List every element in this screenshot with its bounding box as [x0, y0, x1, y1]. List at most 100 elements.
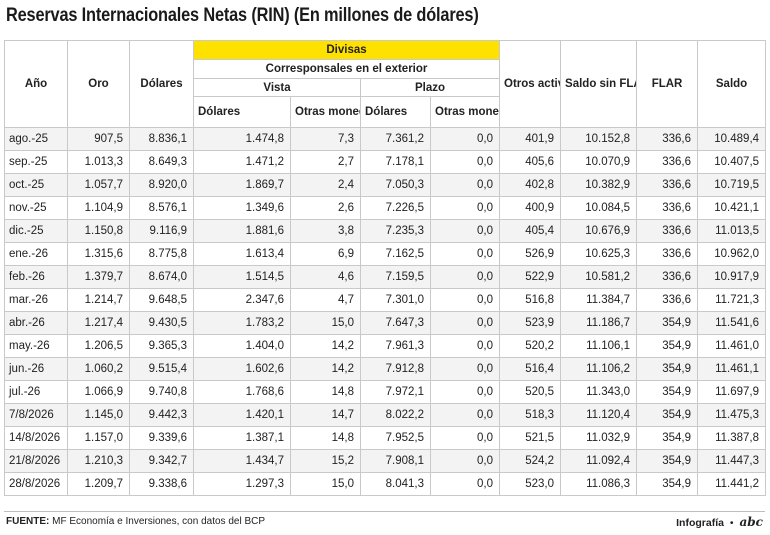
cell-vista-otras-monedas: 4,7 — [290, 288, 361, 312]
table-row: feb.-26 1.379,7 8.674,0 1.514,5 4,6 7.159,5 0,… — [4, 265, 767, 289]
header-oro: Oro — [67, 40, 130, 128]
cell-saldo: 11.387,8 — [697, 426, 767, 450]
cell-otros-activos: 526,9 — [499, 242, 562, 266]
cell-oro: 1.209,7 — [67, 472, 130, 496]
cell-saldo: 11.475,3 — [697, 403, 767, 427]
cell-plazo-otras-monedas: 0,0 — [429, 426, 501, 450]
cell-plazo-dolares: 7.050,3 — [360, 173, 431, 197]
cell-saldo-sin-flar: 10.070,9 — [560, 150, 638, 174]
cell-oro: 1.315,6 — [67, 242, 130, 266]
cell-plazo-otras-monedas: 0,0 — [429, 334, 501, 358]
cell-otros-activos: 522,9 — [499, 265, 562, 289]
cell-otros-activos: 524,2 — [499, 449, 562, 473]
cell-saldo: 11.697,9 — [697, 380, 767, 404]
cell-flar: 336,6 — [636, 265, 699, 289]
header-saldo-sin-flar: Saldo sin FLAR — [560, 40, 638, 128]
table-row: ago.-25 907,5 8.836,1 1.474,8 7,3 7.361,2 0,0 4… — [4, 127, 767, 151]
cell-otros-activos: 523,9 — [499, 311, 562, 335]
cell-flar: 336,6 — [636, 150, 699, 174]
table-header: Año Oro Dólares Divisas Otros activos de… — [4, 40, 767, 128]
cell-vista-otras-monedas: 4,6 — [290, 265, 361, 289]
cell-vista-otras-monedas: 14,7 — [290, 403, 361, 427]
cell-plazo-dolares: 7.178,1 — [360, 150, 431, 174]
cell-anio: 14/8/2026 — [4, 426, 68, 450]
cell-flar: 354,9 — [636, 403, 699, 427]
cell-flar: 336,6 — [636, 242, 699, 266]
cell-saldo-sin-flar: 11.032,9 — [560, 426, 638, 450]
cell-vista-dolares: 1.602,6 — [193, 357, 291, 381]
cell-plazo-otras-monedas: 0,0 — [429, 219, 501, 243]
cell-plazo-dolares: 7.361,2 — [360, 127, 431, 151]
cell-anio: oct.-25 — [4, 173, 68, 197]
cell-flar: 336,6 — [636, 219, 699, 243]
cell-saldo-sin-flar: 11.343,0 — [560, 380, 638, 404]
cell-vista-dolares: 1.404,0 — [193, 334, 291, 358]
header-anio: Año — [4, 40, 68, 128]
cell-saldo: 10.489,4 — [697, 127, 767, 151]
cell-otros-activos: 401,9 — [499, 127, 562, 151]
table-row: dic.-25 1.150,8 9.116,9 1.881,6 3,8 7.235,3 0,… — [4, 219, 767, 243]
cell-oro: 1.206,5 — [67, 334, 130, 358]
table-row: may.-26 1.206,5 9.365,3 1.404,0 14,2 7.961,3 0… — [4, 334, 767, 358]
cell-saldo-sin-flar: 10.581,2 — [560, 265, 638, 289]
cell-vista-dolares: 1.869,7 — [193, 173, 291, 197]
cell-vista-otras-monedas: 14,8 — [290, 380, 361, 404]
cell-vista-dolares: 1.881,6 — [193, 219, 291, 243]
cell-dolares: 9.339,6 — [129, 426, 194, 450]
cell-plazo-otras-monedas: 0,0 — [429, 127, 501, 151]
cell-plazo-otras-monedas: 0,0 — [429, 150, 501, 174]
cell-vista-dolares: 1.471,2 — [193, 150, 291, 174]
cell-vista-dolares: 2.347,6 — [193, 288, 291, 312]
cell-otros-activos: 520,2 — [499, 334, 562, 358]
source-note: FUENTE: MF Economía e Inversiones, con d… — [6, 516, 265, 527]
table-row: jun.-26 1.060,2 9.515,4 1.602,6 14,2 7.912,8 0… — [4, 357, 767, 381]
cell-flar: 336,6 — [636, 127, 699, 151]
cell-anio: 21/8/2026 — [4, 449, 68, 473]
cell-vista-dolares: 1.420,1 — [193, 403, 291, 427]
cell-anio: jul.-26 — [4, 380, 68, 404]
footer: FUENTE: MF Economía e Inversiones, con d… — [4, 514, 765, 532]
table-row: 28/8/2026 1.209,7 9.338,6 1.297,3 15,0 8.041,… — [4, 472, 767, 496]
cell-flar: 336,6 — [636, 196, 699, 220]
cell-otros-activos: 523,0 — [499, 472, 562, 496]
cell-plazo-dolares: 8.022,2 — [360, 403, 431, 427]
cell-saldo: 11.447,3 — [697, 449, 767, 473]
credit-label: Infografía — [676, 517, 724, 529]
cell-flar: 354,9 — [636, 334, 699, 358]
cell-plazo-otras-monedas: 0,0 — [429, 242, 501, 266]
cell-oro: 907,5 — [67, 127, 130, 151]
cell-otros-activos: 405,4 — [499, 219, 562, 243]
cell-flar: 354,9 — [636, 311, 699, 335]
header-divisas: Divisas — [192, 40, 501, 60]
rin-table: Año Oro Dólares Divisas Otros activos de… — [4, 40, 767, 496]
cell-otros-activos: 405,6 — [499, 150, 562, 174]
cell-plazo-otras-monedas: 0,0 — [429, 311, 501, 335]
cell-dolares: 9.740,8 — [129, 380, 194, 404]
cell-dolares: 9.342,7 — [129, 449, 194, 473]
table-row: 21/8/2026 1.210,3 9.342,7 1.434,7 15,2 7.908,… — [4, 449, 767, 473]
credit-separator: • — [729, 517, 734, 529]
cell-anio: 28/8/2026 — [4, 472, 68, 496]
cell-vista-otras-monedas: 2,6 — [290, 196, 361, 220]
cell-oro: 1.013,3 — [67, 150, 130, 174]
cell-oro: 1.145,0 — [67, 403, 130, 427]
table-body: ago.-25 907,5 8.836,1 1.474,8 7,3 7.361,2 0,0 4… — [4, 127, 767, 496]
cell-vista-otras-monedas: 6,9 — [290, 242, 361, 266]
header-corresponsales: Corresponsales en el exterior — [192, 59, 501, 79]
table-row: nov.-25 1.104,9 8.576,1 1.349,6 2,6 7.226,5 0,… — [4, 196, 767, 220]
cell-anio: dic.-25 — [4, 219, 68, 243]
cell-saldo-sin-flar: 11.120,4 — [560, 403, 638, 427]
cell-dolares: 8.775,8 — [129, 242, 194, 266]
cell-saldo-sin-flar: 10.084,5 — [560, 196, 638, 220]
cell-saldo-sin-flar: 11.092,4 — [560, 449, 638, 473]
cell-vista-otras-monedas: 2,7 — [290, 150, 361, 174]
cell-plazo-dolares: 7.972,1 — [360, 380, 431, 404]
cell-vista-dolares: 1.514,5 — [193, 265, 291, 289]
cell-flar: 354,9 — [636, 426, 699, 450]
cell-oro: 1.210,3 — [67, 449, 130, 473]
cell-anio: sep.-25 — [4, 150, 68, 174]
cell-dolares: 9.338,6 — [129, 472, 194, 496]
cell-vista-dolares: 1.768,6 — [193, 380, 291, 404]
cell-flar: 354,9 — [636, 472, 699, 496]
cell-flar: 336,6 — [636, 288, 699, 312]
